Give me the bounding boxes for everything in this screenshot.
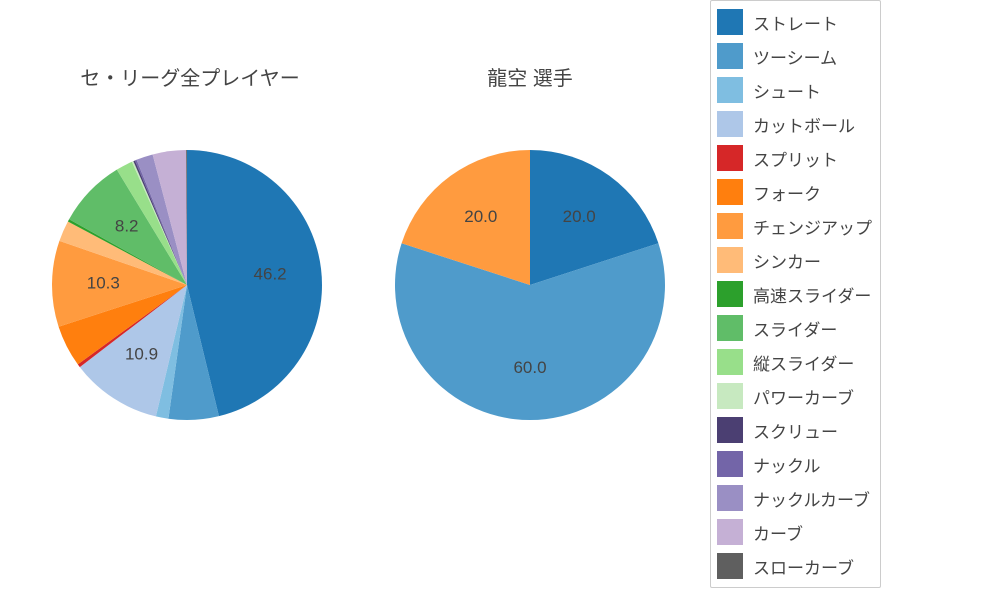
slice-value-label: 20.0 (563, 207, 596, 226)
legend-label: ツーシーム (753, 44, 837, 69)
legend-item: チェンジアップ (717, 209, 872, 243)
legend-label: チェンジアップ (753, 214, 872, 239)
legend-label: カーブ (753, 520, 803, 545)
legend-swatch (717, 213, 743, 239)
legend-label: 高速スライダー (753, 282, 871, 307)
legend: ストレートツーシームシュートカットボールスプリットフォークチェンジアップシンカー… (710, 0, 881, 588)
legend-swatch (717, 451, 743, 477)
legend-item: ナックルカーブ (717, 481, 872, 515)
slice-value-label: 20.0 (464, 207, 497, 226)
legend-item: スプリット (717, 141, 872, 175)
legend-label: スライダー (753, 316, 837, 341)
legend-item: シンカー (717, 243, 872, 277)
legend-item: 高速スライダー (717, 277, 872, 311)
legend-swatch (717, 485, 743, 511)
legend-item: パワーカーブ (717, 379, 872, 413)
slice-value-label: 60.0 (513, 358, 546, 377)
legend-label: シュート (753, 78, 821, 103)
legend-item: カーブ (717, 515, 872, 549)
legend-swatch (717, 43, 743, 69)
legend-label: フォーク (753, 180, 821, 205)
legend-swatch (717, 417, 743, 443)
slice-value-label: 8.2 (115, 216, 139, 235)
chart-title-right: 龍空 選手 (400, 62, 660, 91)
legend-label: ナックル (753, 452, 821, 477)
legend-item: ストレート (717, 5, 872, 39)
legend-swatch (717, 383, 743, 409)
slice-value-label: 46.2 (254, 265, 287, 284)
legend-label: スプリット (753, 146, 838, 171)
legend-item: カットボール (717, 107, 872, 141)
legend-item: 縦スライダー (717, 345, 872, 379)
legend-item: ナックル (717, 447, 872, 481)
legend-swatch (717, 111, 743, 137)
legend-swatch (717, 145, 743, 171)
legend-swatch (717, 519, 743, 545)
legend-swatch (717, 281, 743, 307)
chart-title-left: セ・リーグ全プレイヤー (60, 62, 320, 91)
legend-swatch (717, 349, 743, 375)
legend-label: スローカーブ (753, 554, 854, 579)
legend-swatch (717, 77, 743, 103)
legend-swatch (717, 315, 743, 341)
legend-label: カットボール (753, 112, 855, 137)
legend-swatch (717, 247, 743, 273)
legend-item: スローカーブ (717, 549, 872, 583)
legend-swatch (717, 553, 743, 579)
legend-label: 縦スライダー (753, 350, 854, 375)
legend-label: シンカー (753, 248, 821, 273)
legend-label: ナックルカーブ (753, 486, 870, 511)
legend-item: フォーク (717, 175, 872, 209)
chart-container: セ・リーグ全プレイヤー 龍空 選手 46.2 10.9 10.3 8.2 20.0 60.… (0, 0, 1000, 600)
legend-label: スクリュー (753, 418, 838, 443)
legend-item: スライダー (717, 311, 872, 345)
legend-item: ツーシーム (717, 39, 872, 73)
legend-item: スクリュー (717, 413, 872, 447)
legend-label: ストレート (753, 10, 838, 35)
slice-value-label: 10.9 (125, 345, 158, 364)
legend-item: シュート (717, 73, 872, 107)
legend-swatch (717, 9, 743, 35)
slice-value-label: 10.3 (87, 274, 120, 293)
legend-label: パワーカーブ (753, 384, 854, 409)
legend-swatch (717, 179, 743, 205)
